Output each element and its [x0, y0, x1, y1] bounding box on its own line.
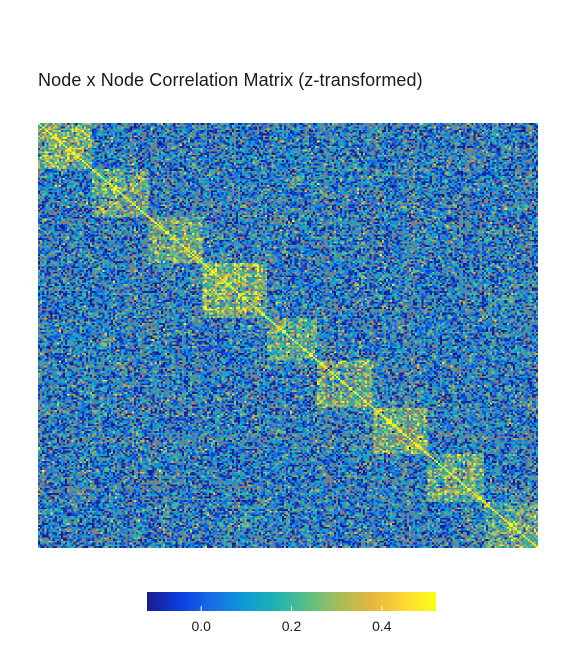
- correlation-heatmap: [38, 123, 538, 548]
- colorbar-tick-label: 0.0: [191, 618, 211, 634]
- colorbar-svg: 0.0 0.2 0.4: [147, 592, 436, 634]
- colorbar-gradient: [147, 592, 436, 611]
- colorbar: 0.0 0.2 0.4: [147, 592, 436, 642]
- heatmap-plot-area: [38, 123, 538, 548]
- chart-title: Node x Node Correlation Matrix (z-transf…: [38, 70, 423, 90]
- colorbar-tick-label: 0.4: [372, 618, 392, 634]
- colorbar-tick-label: 0.2: [282, 618, 302, 634]
